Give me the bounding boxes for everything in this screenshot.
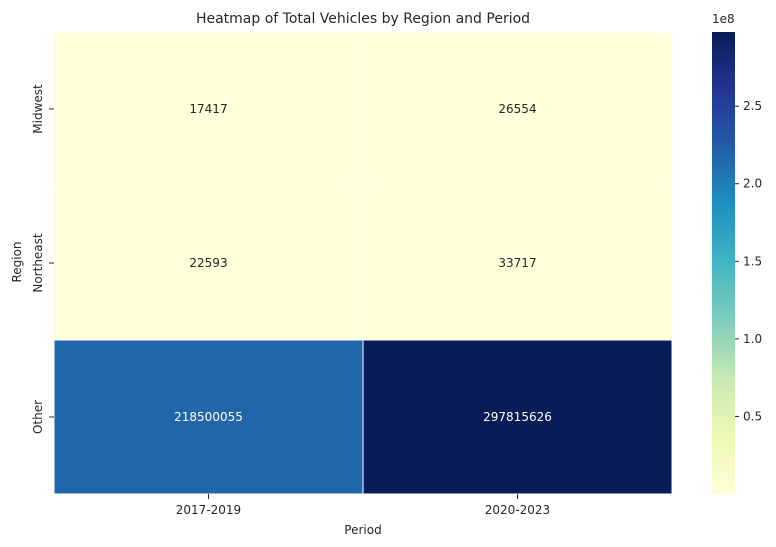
heatmap-cell — [362, 185, 673, 341]
cell-value-label: 22593 — [189, 256, 227, 270]
x-axis-label: Period — [344, 523, 381, 537]
cell-value-label: 26554 — [498, 102, 536, 116]
heatmap-cell — [53, 185, 364, 341]
heatmap-cell — [53, 339, 364, 495]
x-tick-label: 2017-2019 — [176, 503, 241, 517]
colorbar-tick-label: 1.5 — [743, 254, 762, 268]
x-tick-label: 2020-2023 — [485, 503, 550, 517]
y-tick-label: Midwest — [31, 84, 45, 134]
heatmap-cell — [362, 339, 673, 495]
y-tick-label: Other — [31, 400, 45, 434]
x-axis-ticks: 2017-2019 2020-2023 — [176, 494, 550, 517]
colorbar-tick-label: 2.0 — [743, 177, 762, 191]
cell-value-label: 297815626 — [483, 410, 552, 424]
y-tick-label: Northeast — [31, 233, 45, 293]
colorbar-tick-label: 2.5 — [743, 99, 762, 113]
y-axis-label: Region — [10, 241, 24, 282]
cell-value-label: 17417 — [189, 102, 227, 116]
cell-value-label: 218500055 — [174, 410, 243, 424]
colorbar-multiplier: 1e8 — [712, 12, 735, 26]
y-axis-ticks: Midwest Northeast Other — [31, 84, 54, 434]
colorbar-ticks: 0.5 1.0 1.5 2.0 2.5 — [735, 99, 762, 423]
colorbar-tick-label: 1.0 — [743, 332, 762, 346]
heatmap-cell — [362, 31, 673, 187]
colorbar-gradient — [712, 32, 735, 494]
cell-value-label: 33717 — [498, 256, 536, 270]
colorbar-tick-label: 0.5 — [743, 409, 762, 423]
chart-title: Heatmap of Total Vehicles by Region and … — [196, 11, 530, 27]
colorbar: 1e8 0.5 1.0 1.5 2.0 2.5 — [712, 12, 762, 494]
heatmap-cells: 17417 26554 22593 33717 218500055 297815626 — [53, 31, 673, 495]
heatmap-cell — [53, 31, 364, 187]
